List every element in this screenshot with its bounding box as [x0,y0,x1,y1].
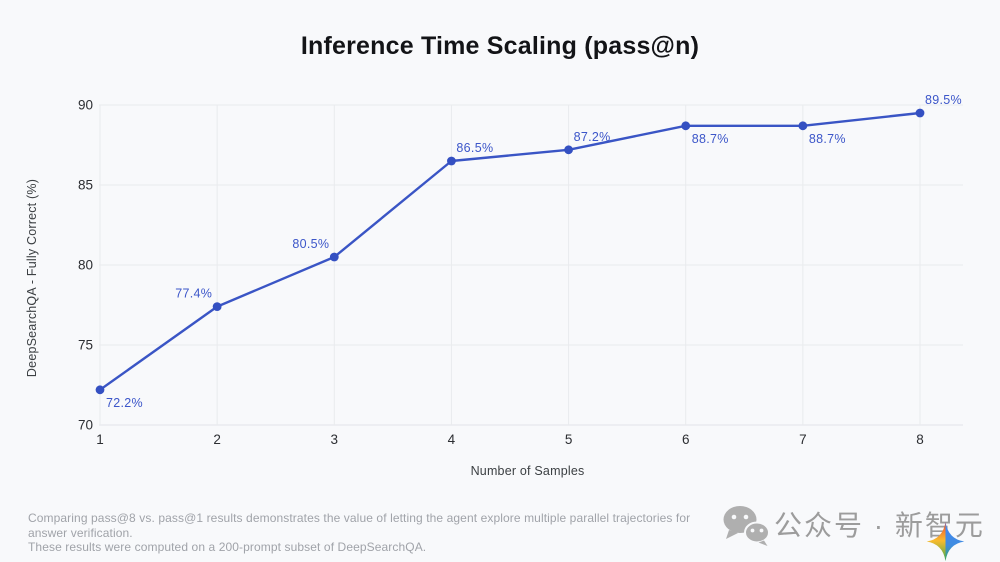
svg-text:5: 5 [565,432,573,447]
svg-text:7: 7 [799,432,807,447]
svg-text:70: 70 [78,418,93,433]
svg-text:90: 90 [78,98,93,113]
svg-text:4: 4 [448,432,456,447]
x-axis-title: Number of Samples [470,464,585,478]
gemini-sparkle-icon [926,521,965,562]
svg-text:3: 3 [331,432,339,447]
svg-text:2: 2 [213,432,221,447]
footer-caption-line2: These results were computed on a 200-pro… [28,540,427,554]
footer-caption: Comparing pass@8 vs. pass@1 results demo… [28,511,718,555]
svg-text:89.5%: 89.5% [925,93,962,107]
svg-text:77.4%: 77.4% [175,287,212,301]
svg-text:86.5%: 86.5% [456,141,493,155]
svg-text:80: 80 [78,258,93,273]
svg-text:75: 75 [78,338,93,353]
y-axis-title: DeepSearchQA - Fully Correct (%) [25,178,39,378]
svg-text:85: 85 [78,178,93,193]
wechat-icon [723,506,770,546]
svg-text:88.7%: 88.7% [692,132,729,146]
chart-data-points [95,108,925,395]
footer-caption-line1: Comparing pass@8 vs. pass@1 results demo… [28,511,691,540]
chart-point-labels: 72.2% 77.4% 80.5% 86.5% 87.2% 88.7% 88.7% 89.5% [106,93,962,410]
svg-text:88.7%: 88.7% [809,132,846,146]
svg-text:8: 8 [916,432,924,447]
svg-text:72.2%: 72.2% [106,396,143,410]
chart-tick-labels: 70 75 80 85 90 1 2 3 4 5 6 7 8 [78,98,924,448]
chart-title: Inference Time Scaling (pass@n) [300,32,700,60]
svg-text:6: 6 [682,432,690,447]
svg-text:87.2%: 87.2% [574,130,611,144]
svg-text:80.5%: 80.5% [292,237,329,251]
watermark: 公众号 · 新智元 [716,498,996,562]
svg-text:1: 1 [96,432,104,447]
line-chart: 70 75 80 85 90 1 2 3 4 5 6 7 8 72.2% 77.4% 80.5% 86.5% 8… [78,93,963,448]
chart-series-line [98,111,922,391]
